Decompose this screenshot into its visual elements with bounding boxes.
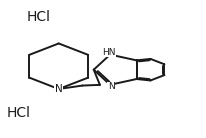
Text: N: N <box>55 84 63 94</box>
Text: N: N <box>108 82 115 91</box>
Text: HN: HN <box>102 48 115 57</box>
Text: HCl: HCl <box>27 10 51 24</box>
Text: HCl: HCl <box>6 106 30 120</box>
